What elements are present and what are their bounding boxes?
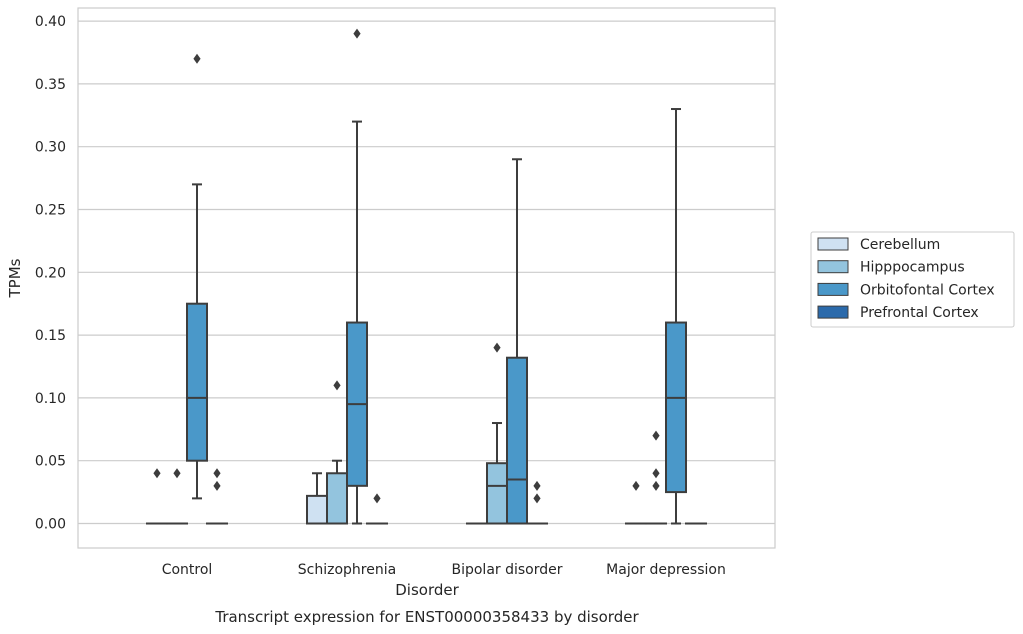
outlier-point	[652, 468, 660, 479]
x-axis-label: Disorder	[395, 581, 459, 599]
y-tick-label: 0.00	[35, 517, 66, 533]
outlier-point	[213, 468, 221, 479]
box	[506, 356, 528, 525]
outlier-point	[213, 480, 221, 491]
box-hipppocampus	[326, 380, 348, 525]
x-tick-label: Schizophrenia	[298, 562, 396, 578]
legend: Cerebellum Hipppocampus Orbitofontal Corte…	[810, 231, 1015, 328]
outlier-point	[173, 468, 181, 479]
box	[486, 462, 508, 525]
outlier-point	[353, 28, 361, 39]
box-hipppocampus	[486, 342, 508, 525]
box	[186, 302, 208, 462]
box-hipppocampus	[166, 468, 188, 525]
chart-caption: Transcript expression for ENST0000035843…	[214, 608, 639, 626]
y-tick-label: 0.25	[35, 203, 66, 219]
box-orbitofontal-cortex	[506, 158, 528, 525]
box-prefrontal-cortex	[526, 480, 548, 525]
box-plots	[146, 28, 707, 525]
legend-swatch	[817, 237, 849, 251]
outlier-point	[153, 468, 161, 479]
y-tick-label: 0.35	[35, 77, 66, 93]
x-tick-label: Bipolar disorder	[451, 562, 562, 578]
y-tick-label: 0.20	[35, 265, 66, 281]
legend-swatch	[817, 305, 849, 319]
x-tick-label: Major depression	[606, 562, 726, 578]
box	[665, 321, 687, 494]
x-tick-labels: Control Schizophrenia Bipolar disorder Majo…	[162, 562, 726, 578]
box-cerebellum	[625, 480, 647, 525]
box-orbitofontal-cortex	[665, 108, 687, 525]
box-hipppocampus	[645, 430, 667, 525]
legend-label: Hipppocampus	[860, 260, 965, 276]
outlier-point	[652, 480, 660, 491]
y-tick-labels: 0.00 0.05 0.10 0.15 0.20 0.25 0.30 0.35 0.40	[35, 14, 66, 532]
box-cerebellum	[146, 468, 168, 525]
outlier-point	[652, 430, 660, 441]
outlier-point	[533, 493, 541, 504]
legend-label: Orbitofontal Cortex	[860, 282, 995, 298]
box-cerebellum	[306, 472, 328, 525]
outlier-point	[333, 380, 341, 391]
y-tick-label: 0.05	[35, 454, 66, 470]
legend-frame	[810, 231, 1015, 328]
y-tick-label: 0.15	[35, 328, 66, 344]
y-tick-label: 0.30	[35, 140, 66, 156]
outlier-point	[533, 480, 541, 491]
outlier-point	[493, 342, 501, 353]
y-axis-label: TPMs	[6, 258, 24, 298]
y-tick-label: 0.40	[35, 14, 66, 30]
plot-frame	[77, 7, 776, 549]
legend-swatch	[817, 260, 849, 274]
outlier-point	[193, 53, 201, 64]
x-tick-label: Control	[162, 562, 213, 578]
box	[326, 472, 348, 525]
box-prefrontal-cortex	[366, 493, 388, 525]
box-orbitofontal-cortex	[186, 53, 208, 500]
box-prefrontal-cortex	[206, 468, 228, 525]
outlier-point	[373, 493, 381, 504]
legend-label: Cerebellum	[860, 237, 940, 253]
y-tick-label: 0.10	[35, 391, 66, 407]
legend-swatch	[817, 282, 849, 296]
legend-label: Prefrontal Cortex	[860, 305, 979, 321]
box-orbitofontal-cortex	[346, 28, 368, 525]
outlier-point	[632, 480, 640, 491]
box	[306, 494, 328, 525]
